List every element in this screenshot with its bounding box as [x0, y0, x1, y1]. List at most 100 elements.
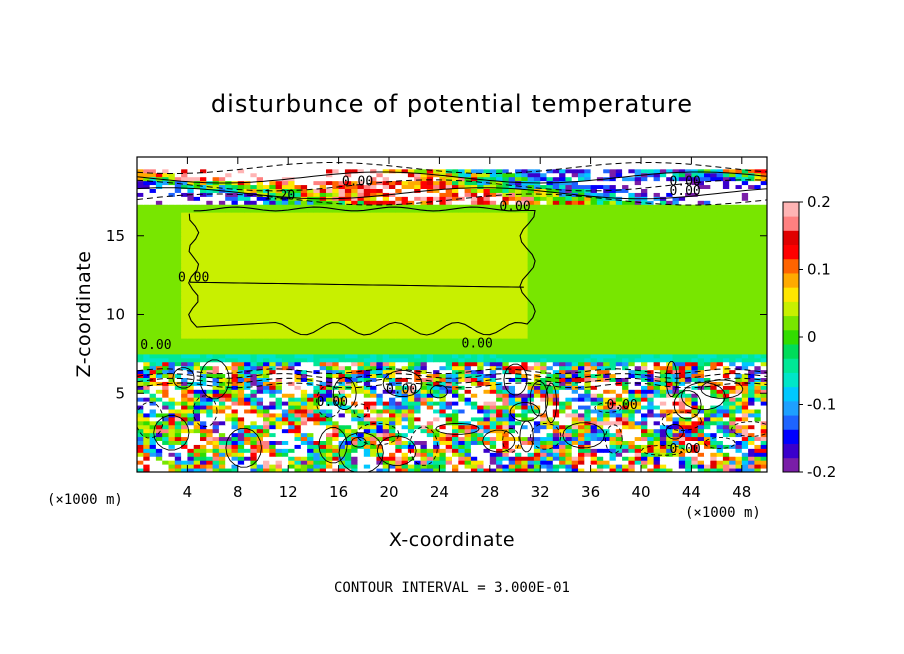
field-cell: [615, 409, 623, 414]
field-cell: [641, 424, 648, 430]
field-cell: [187, 283, 195, 288]
field-cell: [590, 381, 598, 386]
field-cell: [155, 409, 163, 414]
field-cell: [710, 373, 718, 378]
field-cell: [395, 420, 403, 426]
field-cell: [218, 432, 226, 438]
field-cell: [225, 338, 232, 343]
field-cell: [704, 464, 711, 469]
field-cell: [615, 444, 623, 449]
field-cell: [515, 346, 522, 351]
field-cell: [653, 338, 661, 343]
field-cell: [565, 310, 573, 315]
field-cell: [426, 444, 434, 449]
field-cell: [722, 334, 730, 339]
field-cell: [546, 338, 554, 343]
field-cell: [162, 306, 169, 312]
field-cell: [685, 424, 692, 430]
field-cell: [685, 361, 692, 367]
field-cell: [590, 353, 598, 359]
field-cell: [760, 440, 767, 445]
field-cell: [754, 349, 762, 355]
field-cell: [307, 330, 314, 335]
field-cell: [263, 353, 270, 359]
field-cell: [294, 334, 302, 339]
field-cell: [515, 322, 522, 327]
field-cell: [685, 338, 692, 343]
field-cell: [565, 349, 573, 355]
field-cell: [420, 310, 428, 315]
field-cell: [344, 275, 352, 280]
field-cell: [231, 409, 239, 414]
field-cell: [319, 283, 327, 288]
field-cell: [382, 377, 390, 382]
field-cell: [307, 448, 314, 453]
field-cell: [571, 432, 579, 438]
field-cell: [212, 346, 220, 351]
field-cell: [515, 436, 522, 441]
field-cell: [307, 397, 314, 402]
field-cell: [458, 464, 466, 469]
field-cell: [546, 448, 554, 453]
field-cell: [584, 334, 592, 339]
field-cell: [363, 357, 371, 363]
field-cell: [187, 468, 195, 472]
field-cell: [344, 290, 352, 296]
field-cell: [533, 322, 541, 327]
field-cell: [218, 357, 226, 363]
field-cell: [578, 338, 585, 343]
field-cell: [225, 298, 232, 304]
field-cell: [250, 279, 258, 284]
field-cell: [414, 342, 421, 347]
field-cell: [546, 369, 554, 375]
field-cell: [559, 346, 566, 351]
field-cell: [559, 275, 566, 280]
field-cell: [496, 397, 503, 402]
field-cell: [206, 381, 214, 386]
field-cell: [174, 401, 182, 406]
field-cell: [546, 353, 554, 359]
field-cell: [685, 460, 692, 465]
field-cell: [515, 456, 522, 461]
field-cell: [697, 302, 705, 308]
field-cell: [508, 420, 516, 426]
field-cell: [685, 369, 692, 375]
field-cell: [659, 298, 667, 304]
field-cell: [508, 416, 516, 422]
field-cell: [666, 342, 673, 347]
field-cell: [685, 306, 692, 312]
field-cell: [672, 298, 680, 304]
field-cell: [389, 286, 396, 292]
field-cell: [483, 456, 491, 461]
field-cell: [672, 302, 680, 308]
field-cell: [137, 440, 144, 445]
field-cell: [584, 373, 592, 378]
field-cell: [344, 279, 352, 284]
field-cell: [729, 310, 736, 315]
field-cell: [275, 405, 283, 410]
field-cell: [281, 302, 289, 308]
field-cell: [590, 401, 598, 406]
field-cell: [300, 456, 308, 461]
field-cell: [483, 353, 491, 359]
field-cell: [678, 381, 686, 386]
field-cell: [685, 436, 692, 441]
field-cell: [678, 464, 686, 469]
field-cell: [496, 389, 503, 394]
field-cell: [174, 294, 182, 300]
field-cell: [155, 456, 163, 461]
field-cell: [326, 397, 333, 402]
field-cell: [452, 464, 459, 469]
field-cell: [376, 393, 384, 398]
field-cell: [193, 428, 201, 434]
field-cell: [319, 416, 327, 422]
field-cell: [502, 440, 510, 445]
field-cell: [515, 369, 522, 375]
field-cell: [244, 452, 251, 457]
field-cell: [445, 302, 453, 308]
field-cell: [672, 290, 680, 296]
field-cell: [275, 373, 283, 378]
field-cell: [155, 326, 163, 331]
field-cell: [678, 416, 686, 422]
field-cell: [263, 424, 270, 430]
